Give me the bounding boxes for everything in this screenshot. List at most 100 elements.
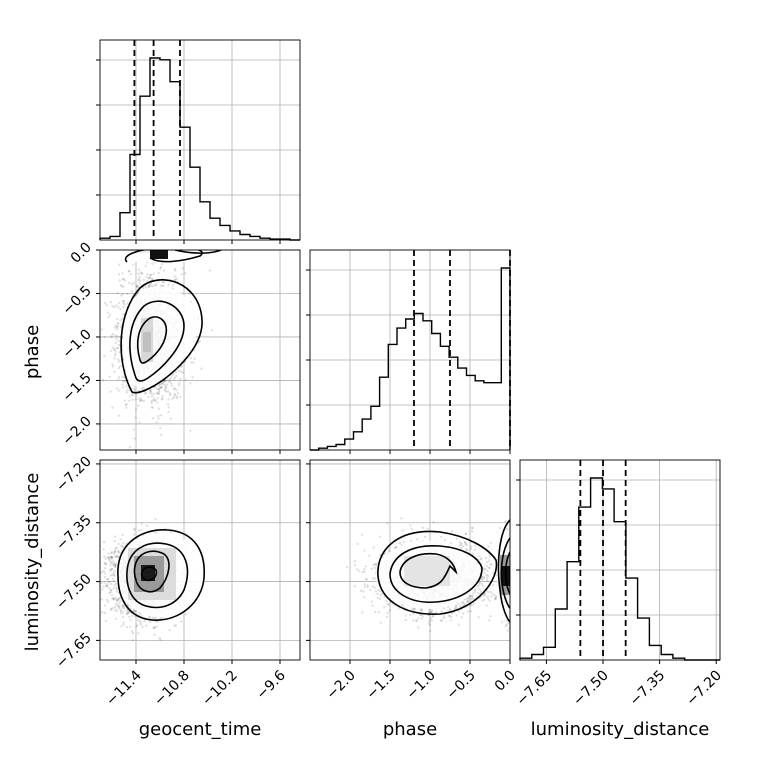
scatter-point	[156, 401, 159, 404]
scatter-point	[179, 377, 182, 381]
scatter-point	[112, 564, 115, 567]
scatter-point	[145, 524, 149, 527]
scatter-point	[141, 243, 143, 245]
scatter-point	[144, 247, 146, 249]
scatter-point	[125, 391, 128, 394]
scatter-point	[169, 417, 172, 420]
scatter-point	[105, 584, 109, 588]
scatter-point	[120, 285, 124, 288]
scatter-point	[146, 246, 148, 248]
scatter-point	[137, 268, 140, 271]
scatter-point	[135, 245, 137, 247]
scatter-point	[113, 549, 117, 552]
scatter-point	[143, 248, 145, 250]
scatter-point	[113, 563, 117, 566]
scatter-point	[164, 241, 166, 243]
scatter-point	[143, 245, 145, 247]
scatter-point	[118, 302, 121, 305]
scatter-point	[143, 392, 147, 395]
scatter-point	[122, 605, 125, 608]
scatter-point	[115, 387, 119, 390]
scatter-point	[146, 242, 148, 244]
scatter-point	[158, 383, 162, 386]
scatter-point	[117, 377, 120, 381]
scatter-point	[115, 346, 119, 350]
scatter-point	[153, 617, 156, 620]
scatter-point	[118, 279, 121, 282]
scatter-point	[137, 247, 139, 249]
scatter-point	[113, 357, 116, 360]
scatter-point	[149, 247, 151, 249]
scatter-point	[121, 247, 123, 249]
scatter-point	[174, 370, 178, 374]
scatter-point	[145, 246, 147, 248]
scatter-point	[151, 247, 153, 249]
scatter-point	[152, 248, 154, 250]
scatter-point	[148, 276, 151, 279]
scatter-point	[160, 382, 163, 385]
scatter-point	[143, 246, 145, 248]
scatter-point	[117, 343, 120, 347]
scatter-point	[140, 272, 143, 275]
scatter-point	[119, 545, 123, 548]
scatter-point	[158, 244, 160, 246]
scatter-point	[151, 244, 153, 246]
scatter-point	[102, 540, 106, 544]
scatter-point	[118, 389, 121, 392]
scatter-point	[152, 242, 154, 244]
scatter-point	[160, 386, 163, 389]
scatter-point	[156, 246, 158, 248]
scatter-point	[141, 247, 143, 249]
scatter-point	[119, 600, 122, 603]
scatter-point	[136, 246, 138, 248]
scatter-point	[164, 241, 166, 243]
scatter-point	[164, 248, 166, 250]
scatter-point	[148, 283, 151, 287]
scatter-point	[124, 403, 128, 407]
scatter-point	[111, 556, 114, 559]
scatter-point	[149, 245, 151, 247]
scatter-point	[156, 397, 159, 400]
scatter-point	[113, 596, 117, 599]
scatter-point	[133, 609, 136, 613]
scatter-point	[173, 268, 177, 271]
scatter-point	[144, 245, 146, 247]
scatter-point	[158, 390, 161, 393]
scatter-point	[121, 383, 124, 386]
scatter-point	[152, 397, 156, 400]
scatter-point	[153, 246, 155, 248]
scatter-point	[143, 245, 145, 247]
scatter-point	[146, 245, 148, 247]
scatter-point	[114, 617, 118, 620]
scatter-point	[122, 299, 126, 303]
scatter-point	[150, 402, 153, 405]
scatter-point	[121, 247, 123, 249]
scatter-point	[169, 530, 173, 534]
scatter-point	[132, 263, 135, 266]
scatter-point	[166, 383, 169, 386]
scatter-point	[109, 569, 112, 572]
scatter-point	[150, 277, 154, 281]
scatter-point	[149, 247, 151, 249]
scatter-point	[150, 246, 152, 248]
scatter-point	[119, 538, 122, 541]
scatter-point	[165, 390, 168, 393]
scatter-point	[127, 243, 129, 245]
scatter-point	[154, 248, 156, 250]
scatter-point	[138, 275, 141, 278]
scatter-point	[123, 303, 126, 306]
scatter-point	[180, 370, 183, 373]
scatter-point	[125, 402, 128, 406]
scatter-point	[109, 590, 112, 594]
scatter-point	[177, 384, 181, 387]
scatter-point	[110, 349, 113, 352]
scatter-point	[139, 247, 141, 249]
scatter-point	[142, 246, 144, 248]
scatter-point	[117, 360, 121, 363]
scatter-point	[137, 632, 140, 635]
scatter-point	[148, 246, 150, 248]
scatter-point	[121, 615, 125, 619]
scatter-point	[138, 242, 140, 244]
scatter-point	[110, 557, 114, 560]
scatter-point	[111, 365, 115, 368]
